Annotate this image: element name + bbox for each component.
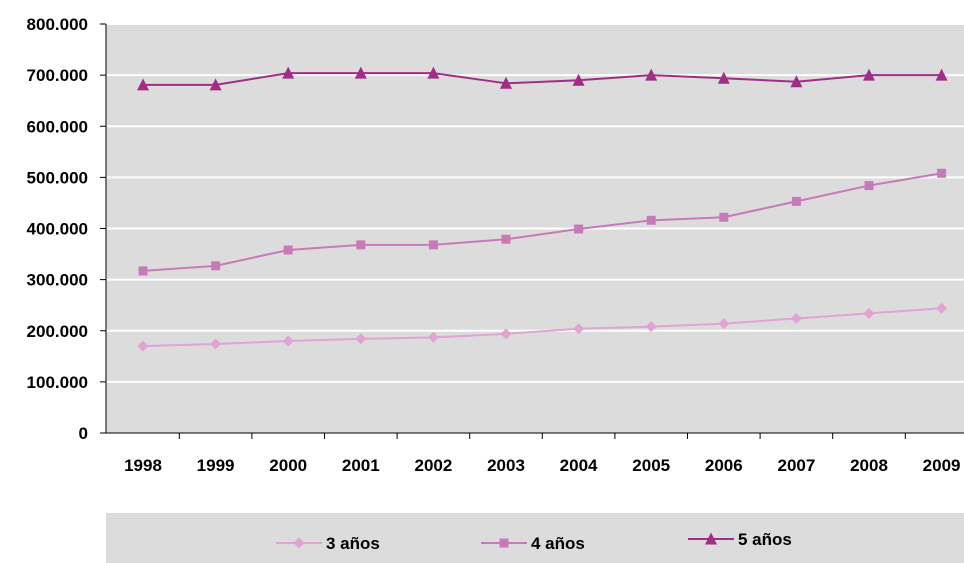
y-tick-label: 800.000 [27,15,88,34]
x-tick-label: 2005 [632,456,670,475]
data-point-1-2 [283,245,293,255]
data-point-0-3 [355,333,367,345]
x-tick-label: 2009 [923,456,961,475]
data-point-2-3 [354,66,367,79]
data-point-0-0 [137,340,149,352]
x-tick-label: 2002 [414,456,452,475]
axes [100,23,964,439]
data-point-2-1 [209,78,222,91]
x-tick-label: 2006 [705,456,743,475]
data-point-1-9 [791,196,801,206]
data-point-2-10 [863,68,875,81]
data-point-2-5 [500,76,512,89]
data-point-0-1 [210,338,222,350]
data-point-1-4 [428,240,438,250]
x-tick-label: 2004 [560,456,598,475]
data-point-2-11 [935,68,948,81]
y-tick-label: 400.000 [27,220,88,239]
data-point-1-3 [356,240,366,250]
data-point-1-11 [937,168,947,178]
y-tick-label: 500.000 [27,168,88,187]
data-point-2-0 [137,78,149,91]
data-point-2-2 [282,66,295,79]
series-line-2 [143,72,942,86]
legend-marker-2 [705,532,717,545]
legend: 3 años 4 años 5 años [276,530,792,553]
y-tick-label: 0 [79,424,88,443]
y-tick-label: 300.000 [27,271,88,290]
series-1 [138,168,947,276]
series-2 [137,66,948,91]
x-tick-label: 2000 [269,456,307,475]
data-point-0-8 [718,318,730,330]
data-point-2-8 [717,71,730,84]
data-point-0-7 [645,321,657,333]
x-tick-label: 2008 [850,456,888,475]
data-point-0-11 [936,302,948,314]
data-point-2-6 [572,73,585,86]
data-point-1-7 [646,215,656,225]
gridlines [106,23,964,383]
data-point-1-10 [864,181,874,191]
x-tick-label: 1999 [197,456,235,475]
data-point-0-2 [282,335,294,347]
tick-labels: 0 100.000 200.000 300.000 400.000 500.000 600.… [27,15,961,475]
data-point-1-6 [574,224,584,234]
x-tick-label: 2001 [342,456,380,475]
series-0 [137,302,948,352]
series-group [137,66,948,352]
data-point-1-1 [211,261,221,271]
data-point-0-10 [863,307,875,319]
y-tick-label: 100.000 [27,373,88,392]
data-point-2-7 [645,68,658,81]
data-point-0-5 [500,328,512,340]
legend-item-1: 4 años [481,534,585,553]
legend-label-2: 5 años [738,530,792,549]
x-tick-label: 2003 [487,456,525,475]
data-point-1-8 [719,212,729,222]
legend-marker-0 [293,537,305,549]
y-tick-label: 700.000 [27,66,88,85]
y-tick-label: 200.000 [27,322,88,341]
data-point-2-9 [790,75,803,88]
data-point-1-0 [138,266,148,276]
data-point-0-9 [790,312,802,324]
series-line-1 [142,172,942,272]
legend-item-0: 3 años [276,534,380,553]
x-tick-label: 2007 [777,456,815,475]
legend-box [106,513,964,563]
y-tick-label: 600.000 [27,117,88,136]
x-tick-label: 1998 [124,456,162,475]
legend-label-1: 4 años [531,534,585,553]
legend-marker-1 [499,538,509,548]
legend-item-2: 5 años [688,530,792,549]
series-line-0 [142,307,942,348]
data-point-0-6 [573,323,585,335]
data-point-2-4 [427,66,440,79]
data-point-1-5 [501,234,511,244]
legend-label-0: 3 años [326,534,380,553]
data-point-0-4 [427,331,439,343]
